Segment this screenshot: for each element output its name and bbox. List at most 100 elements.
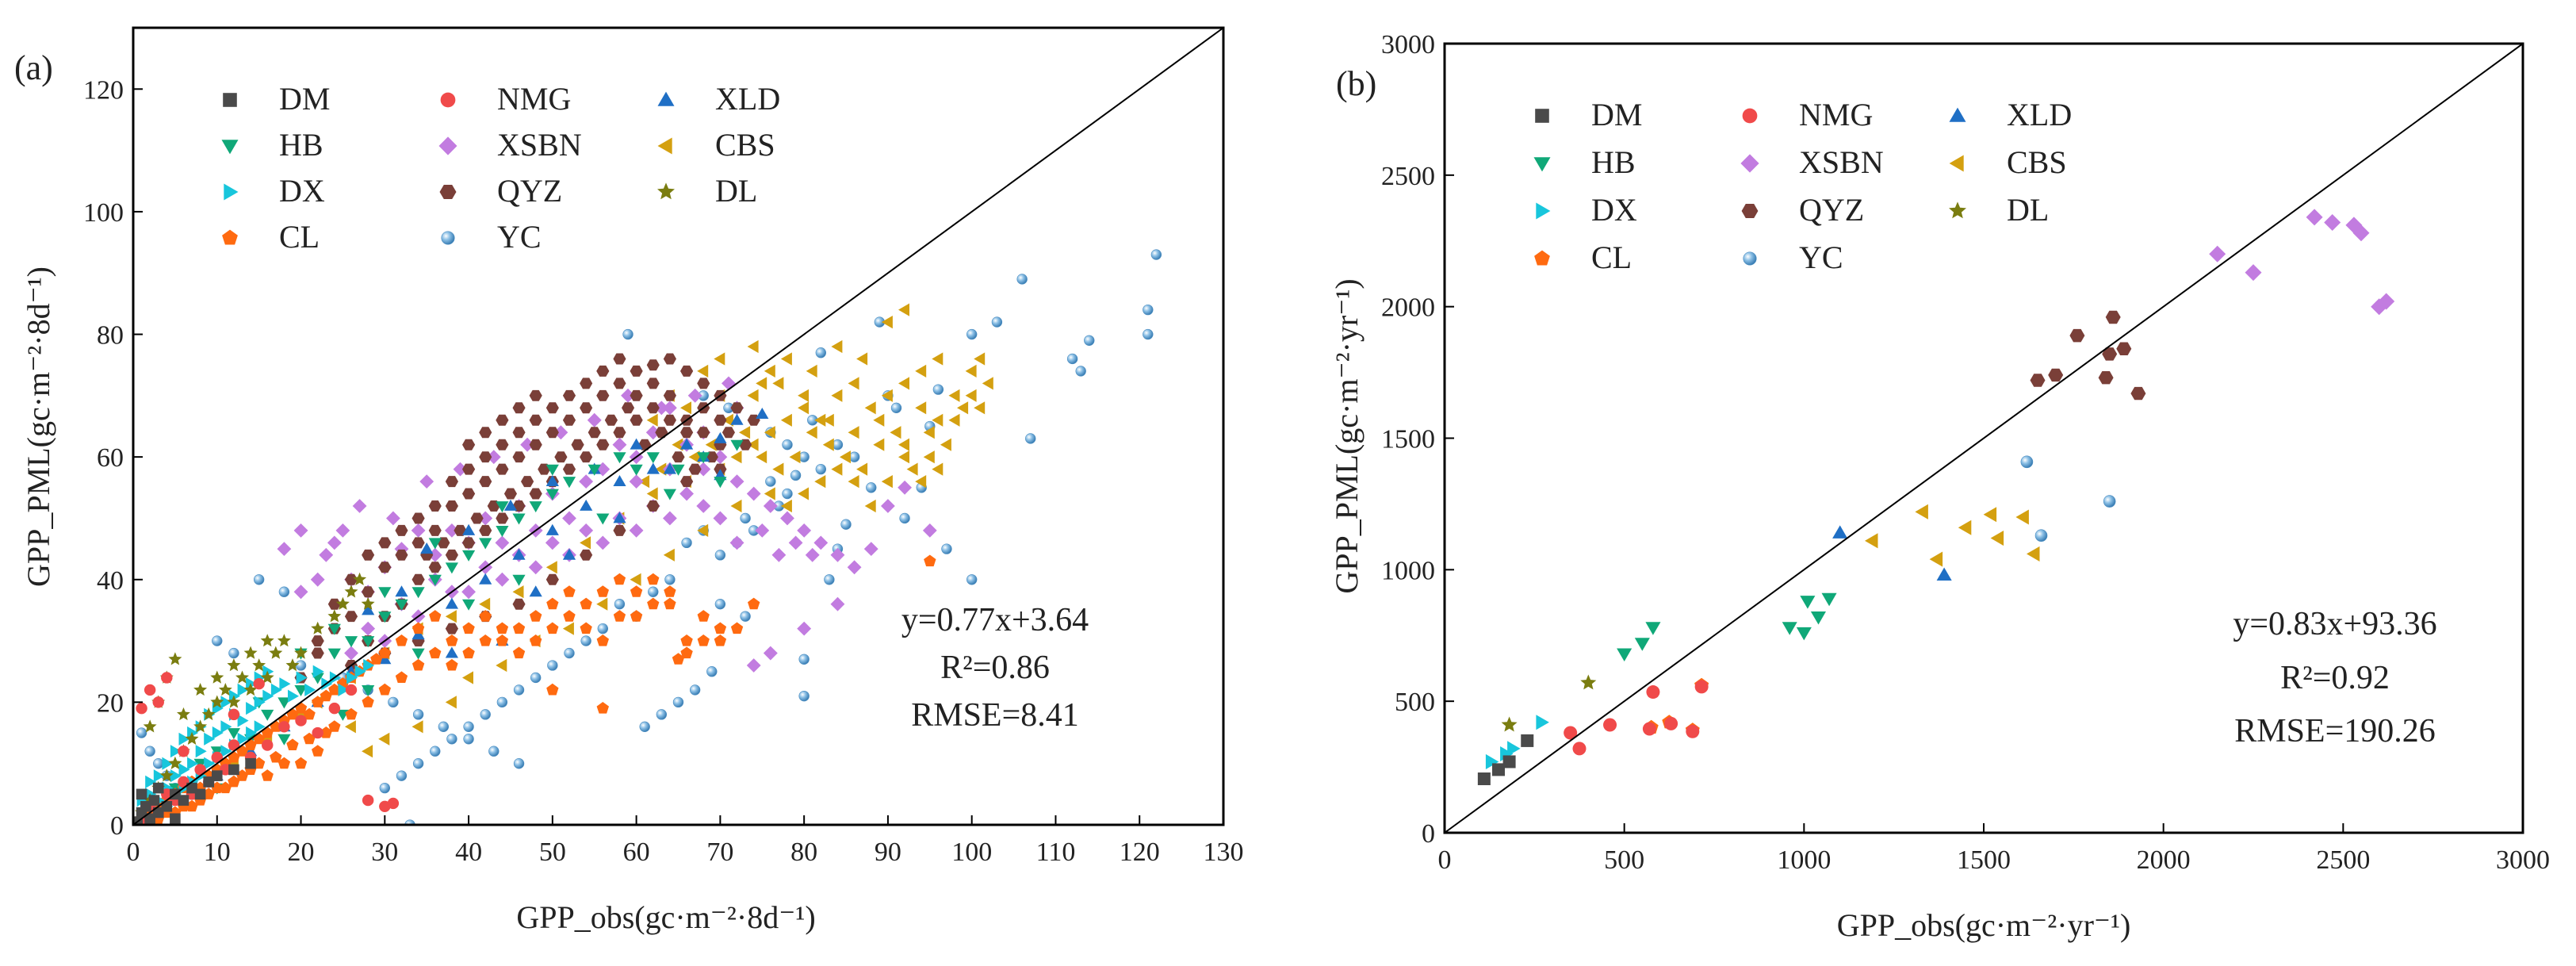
point-hb bbox=[411, 648, 425, 660]
point-cbs bbox=[890, 426, 901, 439]
point-xld bbox=[411, 628, 425, 640]
point-xsbn bbox=[553, 425, 568, 440]
legend-marker-yc bbox=[1743, 251, 1757, 266]
point-cbs bbox=[496, 658, 507, 673]
legend-marker-hb bbox=[1533, 157, 1551, 172]
point-xld bbox=[613, 475, 626, 486]
y-tick-label: 80 bbox=[97, 321, 124, 351]
point-xsbn bbox=[696, 499, 711, 513]
legend-label-qyz: QYZ bbox=[497, 173, 562, 209]
point-xsbn bbox=[293, 585, 308, 600]
point-qyz bbox=[545, 402, 559, 414]
point-yc bbox=[2103, 495, 2116, 508]
legend-marker-xld bbox=[1949, 107, 1966, 122]
point-yc bbox=[622, 328, 633, 340]
legend-label-dx: DX bbox=[1591, 192, 1637, 228]
point-cbs bbox=[814, 475, 826, 489]
point-cbs bbox=[798, 389, 810, 402]
point-cl bbox=[286, 738, 299, 750]
point-cbs bbox=[982, 377, 993, 390]
point-cbs bbox=[747, 389, 759, 402]
point-dl bbox=[168, 756, 182, 769]
point-yc bbox=[396, 770, 408, 781]
point-cbs bbox=[840, 450, 851, 464]
point-hb bbox=[428, 538, 442, 550]
point-xsbn bbox=[729, 535, 744, 550]
point-nmg bbox=[1642, 722, 1656, 736]
point-hb bbox=[512, 513, 526, 525]
point-dx bbox=[178, 732, 190, 746]
point-cl bbox=[680, 634, 693, 646]
point-xld bbox=[512, 548, 526, 560]
legend-marker-cl bbox=[222, 229, 238, 245]
point-cl bbox=[546, 683, 559, 696]
point-cl bbox=[411, 622, 425, 634]
panel-b-x-ticks: 0 500 1000 1500 2000 2500 3000 bbox=[1438, 823, 2550, 875]
legend-label-yc: YC bbox=[497, 219, 542, 255]
point-dx bbox=[195, 745, 207, 758]
point-qyz bbox=[479, 451, 492, 463]
panel-a-points bbox=[133, 249, 1162, 825]
point-dl bbox=[260, 634, 274, 647]
point-hb bbox=[445, 562, 458, 574]
point-yc bbox=[782, 439, 793, 450]
point-qyz bbox=[362, 586, 375, 598]
point-yc bbox=[815, 463, 826, 475]
point-qyz bbox=[672, 451, 685, 463]
point-hb bbox=[1810, 611, 1826, 625]
point-yc bbox=[639, 721, 650, 732]
point-xsbn bbox=[335, 523, 350, 538]
point-dl bbox=[235, 670, 249, 684]
point-cl bbox=[530, 610, 542, 622]
point-xsbn bbox=[587, 412, 602, 427]
point-qyz bbox=[646, 402, 660, 414]
panel-a-equation: y=0.77x+3.64 bbox=[901, 602, 1089, 638]
point-qyz bbox=[512, 598, 526, 610]
point-xld bbox=[362, 604, 375, 615]
point-cbs bbox=[1983, 507, 1997, 523]
point-hb bbox=[1821, 592, 1837, 607]
point-yc bbox=[2020, 455, 2034, 469]
point-cl bbox=[362, 696, 374, 707]
point-cbs bbox=[923, 450, 935, 464]
point-cbs bbox=[906, 462, 918, 476]
panel-b-y-axis-label: GPP_PML(gc·m⁻²·yr⁻¹) bbox=[1329, 278, 1365, 593]
point-cbs bbox=[881, 475, 893, 489]
x-tick-label: 30 bbox=[371, 838, 398, 867]
point-nmg bbox=[211, 751, 223, 764]
point-cl bbox=[429, 610, 442, 622]
point-cl bbox=[270, 750, 282, 763]
point-cl bbox=[219, 781, 232, 794]
point-cl bbox=[613, 610, 626, 622]
point-cl bbox=[446, 634, 458, 646]
point-hb bbox=[1634, 638, 1650, 651]
point-qyz bbox=[462, 439, 476, 450]
panel-b-x-axis-label: GPP_obs(gc·m⁻²·yr⁻¹) bbox=[1837, 907, 2131, 943]
legend-item-dl: DL bbox=[657, 173, 757, 209]
point-xsbn bbox=[2324, 214, 2341, 231]
point-qyz bbox=[646, 359, 660, 371]
x-tick-label: 50 bbox=[539, 838, 566, 867]
point-yc bbox=[295, 660, 307, 671]
point-dl bbox=[277, 634, 291, 647]
point-cl bbox=[563, 610, 576, 622]
point-cl bbox=[320, 689, 332, 702]
point-dx bbox=[145, 788, 157, 801]
point-xld bbox=[378, 653, 392, 665]
point-cbs bbox=[831, 389, 843, 402]
point-yc bbox=[932, 384, 944, 395]
point-yc bbox=[966, 574, 978, 585]
point-yc bbox=[1075, 366, 1086, 377]
point-dm bbox=[152, 782, 164, 794]
point-dl bbox=[177, 707, 190, 721]
point-nmg bbox=[228, 708, 240, 721]
point-cbs bbox=[923, 426, 935, 439]
point-yc bbox=[664, 574, 676, 585]
point-xsbn bbox=[445, 523, 459, 538]
panel-b-equation: y=0.83x+93.36 bbox=[2233, 606, 2436, 642]
point-cbs bbox=[638, 475, 650, 489]
point-xld bbox=[462, 523, 476, 535]
point-dx bbox=[254, 696, 266, 709]
point-cl bbox=[303, 732, 316, 745]
point-cbs bbox=[873, 413, 885, 427]
